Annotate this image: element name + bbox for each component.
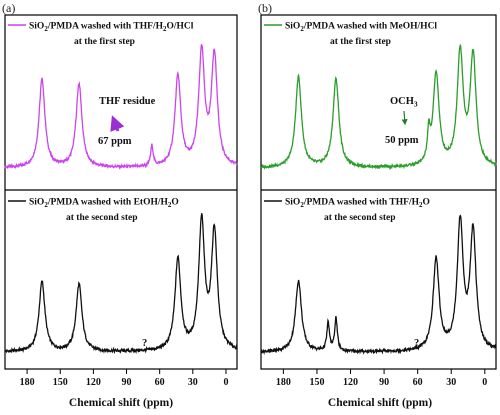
x-tick-label-60: 60 (155, 377, 165, 388)
panel-b-frame (260, 14, 497, 370)
spectrum-thf-h2o (260, 214, 497, 356)
legend-text-etoh-h2o: SiO2/PMDA washed with EtOH/H2O (29, 198, 179, 210)
annotation-question-a: ? (142, 338, 147, 349)
x-axis-b: 180 150 120 90 60 30 0 (276, 369, 487, 388)
panel-a: SiO2/PMDA washed with THF/H2O/HCl at the… (4, 14, 238, 409)
x-tick-label-180: 180 (20, 377, 35, 388)
panel-label-b: (b) (258, 1, 272, 15)
legend-text-thf-h2o: SiO2/PMDA washed with THF/H2O (285, 198, 430, 210)
spectrum-meoh-hcl (260, 44, 497, 171)
legend-subtext-second-step-b: at the second step (324, 213, 396, 223)
arrow-och3-icon (401, 110, 408, 126)
arrow-thf-residue-icon (110, 115, 125, 132)
spectrum-thf-h2o-hcl (4, 44, 238, 170)
annotation-question-b: ? (414, 338, 419, 349)
annotation-thf-residue: THF residue (99, 96, 156, 107)
spectrum-etoh-h2o (4, 213, 238, 355)
x-tick-label-180: 180 (276, 377, 291, 388)
legend-text-meoh-hcl: SiO2/PMDA washed with MeOH/HCl (285, 22, 437, 34)
legend-subtext-second-step-a: at the second step (66, 213, 138, 223)
panel-b: SiO2/PMDA washed with MeOH/HCl at the fi… (260, 14, 497, 409)
x-tick-label-0: 0 (482, 377, 487, 388)
annotation-67-ppm: 67 ppm (98, 136, 132, 147)
legend-text-thf-h2o-hcl: SiO2/PMDA washed with THF/H2O/HCl (29, 22, 194, 34)
x-tick-label-150: 150 (309, 377, 324, 388)
x-tick-label-90: 90 (122, 377, 132, 388)
x-tick-label-60: 60 (413, 377, 423, 388)
legend-subtext-first-step-a: at the first step (74, 37, 135, 47)
x-tick-label-120: 120 (86, 377, 101, 388)
x-tick-label-0: 0 (223, 377, 228, 388)
x-axis-a: 180 150 120 90 60 30 0 (20, 369, 228, 388)
x-axis-title-b: Chemical shift (ppm) (328, 397, 432, 409)
x-axis-title-a: Chemical shift (ppm) (69, 397, 173, 409)
panel-label-a: (a) (2, 1, 15, 15)
legend-subtext-first-step-b: at the first step (330, 37, 391, 47)
annotation-och3: OCH3 (390, 96, 418, 109)
annotation-50-ppm: 50 ppm (385, 135, 419, 146)
x-tick-label-150: 150 (53, 377, 68, 388)
panel-a-frame (4, 14, 238, 370)
x-tick-label-30: 30 (188, 377, 198, 388)
x-tick-label-90: 90 (379, 377, 389, 388)
x-tick-label-120: 120 (343, 377, 358, 388)
x-tick-label-30: 30 (446, 377, 456, 388)
